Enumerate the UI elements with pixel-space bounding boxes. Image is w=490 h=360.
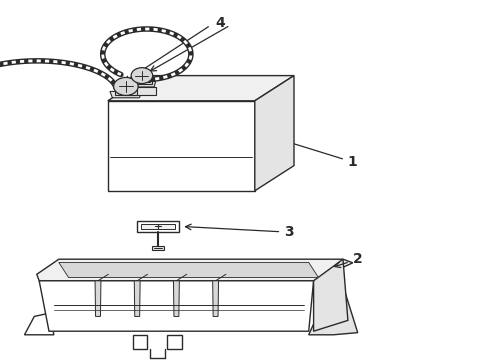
Polygon shape bbox=[173, 281, 179, 316]
Polygon shape bbox=[152, 246, 164, 250]
Polygon shape bbox=[24, 313, 54, 335]
Polygon shape bbox=[167, 335, 182, 349]
Polygon shape bbox=[213, 281, 219, 316]
Polygon shape bbox=[141, 224, 175, 229]
Text: 3: 3 bbox=[186, 224, 294, 239]
Polygon shape bbox=[110, 91, 142, 98]
Circle shape bbox=[114, 77, 138, 95]
Polygon shape bbox=[255, 76, 294, 191]
Polygon shape bbox=[309, 270, 358, 335]
Polygon shape bbox=[108, 101, 255, 191]
Polygon shape bbox=[132, 76, 152, 85]
Text: 2: 2 bbox=[335, 252, 363, 267]
Polygon shape bbox=[39, 281, 314, 331]
Circle shape bbox=[131, 68, 153, 84]
Polygon shape bbox=[133, 335, 147, 349]
Polygon shape bbox=[95, 281, 101, 316]
Polygon shape bbox=[122, 87, 156, 95]
Text: 1: 1 bbox=[282, 139, 358, 169]
Polygon shape bbox=[59, 262, 318, 278]
Polygon shape bbox=[128, 81, 156, 87]
Polygon shape bbox=[314, 259, 348, 331]
Text: 4: 4 bbox=[216, 17, 225, 30]
Polygon shape bbox=[37, 259, 353, 281]
Polygon shape bbox=[115, 84, 137, 95]
Polygon shape bbox=[108, 76, 294, 101]
Polygon shape bbox=[137, 221, 179, 232]
Polygon shape bbox=[134, 281, 140, 316]
